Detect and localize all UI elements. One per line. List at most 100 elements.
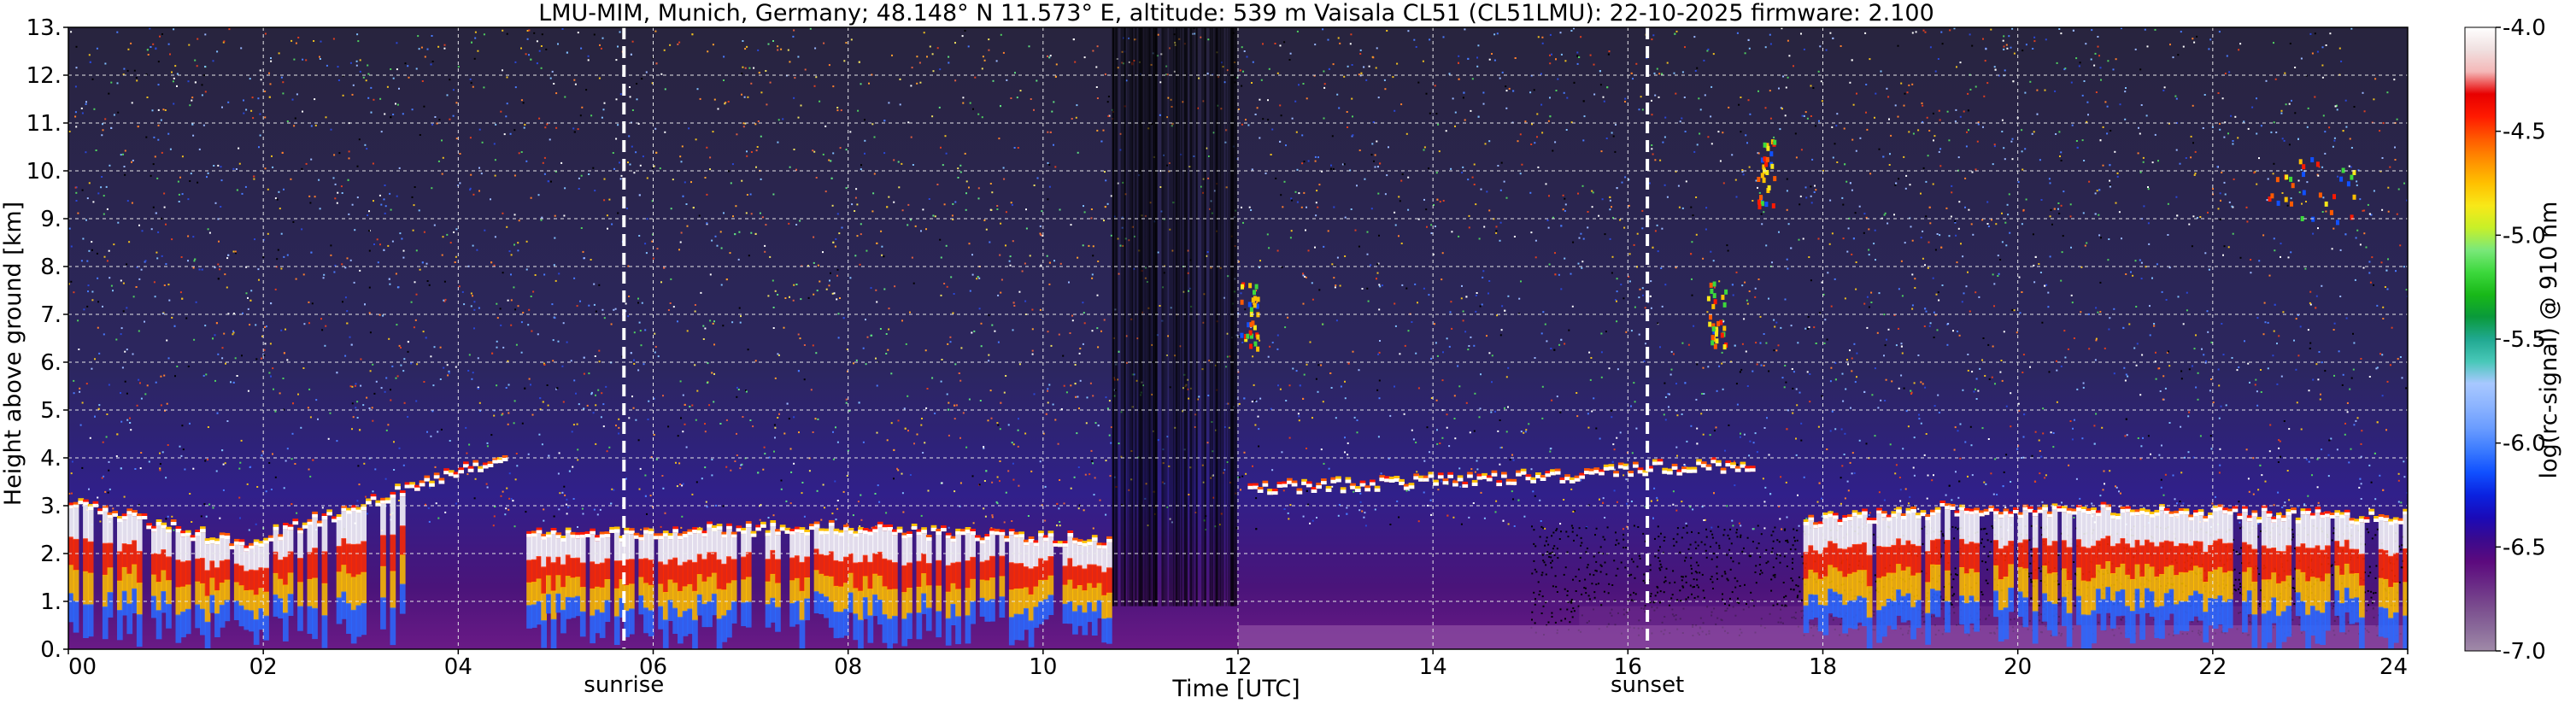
noise-pixel bbox=[1655, 230, 1657, 231]
noise-pixel bbox=[2095, 53, 2097, 55]
noise-pixel bbox=[1059, 209, 1061, 211]
noise-pixel bbox=[502, 272, 504, 273]
noise-pixel bbox=[508, 300, 509, 302]
noise-pixel bbox=[1467, 349, 1469, 350]
noise-pixel bbox=[2373, 284, 2374, 286]
noise-pixel bbox=[1415, 353, 1417, 354]
noise-pixel bbox=[155, 48, 156, 50]
noise-pixel bbox=[401, 238, 402, 240]
noise-pixel bbox=[2114, 372, 2115, 374]
noise-pixel bbox=[221, 107, 223, 108]
noise-pixel bbox=[954, 490, 955, 492]
noise-pixel bbox=[2176, 502, 2178, 504]
noise-pixel bbox=[1502, 72, 1504, 73]
noise-pixel bbox=[176, 366, 178, 367]
noise-pixel bbox=[1437, 124, 1439, 126]
noise-pixel bbox=[564, 187, 566, 189]
noise-pixel bbox=[1706, 311, 1708, 313]
noise-pixel bbox=[1879, 292, 1881, 294]
noise-pixel bbox=[1451, 231, 1452, 232]
noise-pixel bbox=[158, 109, 160, 111]
noise-pixel bbox=[1554, 141, 1556, 143]
noise-pixel bbox=[1501, 162, 1503, 164]
noise-pixel bbox=[437, 518, 439, 519]
noise-pixel bbox=[2312, 53, 2314, 55]
noise-pixel bbox=[258, 146, 260, 148]
noise-pixel bbox=[2085, 245, 2086, 247]
noise-pixel bbox=[2257, 489, 2259, 490]
noise-pixel bbox=[1071, 118, 1073, 120]
noise-pixel bbox=[223, 489, 225, 491]
noise-pixel bbox=[161, 152, 163, 154]
noise-pixel bbox=[323, 274, 325, 276]
noise-pixel bbox=[389, 193, 390, 195]
noise-pixel bbox=[826, 289, 828, 290]
noise-pixel bbox=[1330, 165, 1332, 167]
noise-pixel bbox=[1091, 278, 1093, 279]
noise-pixel bbox=[825, 190, 827, 192]
noise-pixel bbox=[189, 104, 191, 106]
noise-pixel bbox=[2062, 251, 2063, 253]
noise-pixel bbox=[1904, 242, 1906, 243]
noise-pixel bbox=[1705, 207, 1707, 208]
noise-pixel bbox=[156, 257, 158, 259]
noise-pixel bbox=[1676, 455, 1678, 457]
noise-pixel bbox=[2356, 185, 2358, 186]
noise-pixel bbox=[909, 312, 911, 313]
noise-pixel bbox=[555, 127, 557, 129]
noise-pixel bbox=[1107, 203, 1109, 205]
noise-pixel bbox=[835, 238, 836, 240]
noise-pixel bbox=[705, 431, 707, 432]
noise-pixel bbox=[1945, 208, 1947, 209]
noise-pixel bbox=[1746, 351, 1747, 353]
noise-pixel bbox=[381, 387, 383, 389]
noise-pixel bbox=[1078, 507, 1080, 509]
noise-pixel bbox=[640, 165, 642, 167]
noise-pixel bbox=[793, 97, 795, 99]
noise-pixel bbox=[455, 366, 457, 368]
noise-pixel bbox=[124, 496, 126, 498]
noise-pixel bbox=[2281, 507, 2283, 508]
noise-pixel bbox=[1239, 403, 1241, 405]
noise-pixel bbox=[2073, 517, 2074, 519]
noise-pixel bbox=[2002, 120, 2004, 121]
noise-pixel bbox=[1590, 357, 1592, 359]
noise-pixel bbox=[2023, 437, 2025, 438]
noise-pixel bbox=[643, 363, 645, 365]
noise-pixel bbox=[1379, 285, 1381, 287]
noise-pixel bbox=[633, 407, 635, 409]
noise-pixel bbox=[1250, 209, 1252, 211]
noise-pixel bbox=[849, 131, 851, 132]
noise-pixel bbox=[1933, 337, 1935, 338]
noise-pixel bbox=[1959, 335, 1961, 337]
noise-pixel bbox=[1659, 346, 1661, 348]
noise-pixel bbox=[230, 381, 232, 383]
noise-pixel bbox=[1761, 214, 1763, 215]
noise-pixel bbox=[1297, 31, 1299, 32]
noise-pixel bbox=[738, 389, 740, 390]
noise-pixel bbox=[1395, 325, 1397, 327]
noise-pixel bbox=[392, 114, 394, 115]
noise-pixel bbox=[76, 46, 78, 48]
noise-pixel bbox=[181, 425, 183, 426]
noise-pixel bbox=[2006, 406, 2008, 407]
noise-pixel bbox=[532, 291, 534, 293]
noise-pixel bbox=[1609, 208, 1611, 210]
noise-pixel bbox=[2248, 128, 2250, 130]
noise-pixel bbox=[513, 422, 515, 424]
noise-pixel bbox=[765, 70, 766, 72]
noise-pixel bbox=[1501, 305, 1503, 307]
noise-pixel bbox=[2243, 120, 2244, 122]
noise-pixel bbox=[1747, 385, 1749, 387]
noise-pixel bbox=[832, 293, 834, 295]
noise-pixel bbox=[1869, 58, 1870, 60]
noise-pixel bbox=[2032, 48, 2033, 50]
noise-pixel bbox=[2362, 92, 2364, 94]
noise-pixel bbox=[312, 302, 314, 304]
noise-pixel bbox=[2387, 258, 2389, 260]
noise-pixel bbox=[2060, 151, 2062, 153]
noise-pixel bbox=[898, 161, 900, 163]
noise-pixel bbox=[2082, 139, 2084, 141]
noise-pixel bbox=[957, 167, 959, 169]
noise-pixel bbox=[1617, 368, 1619, 370]
